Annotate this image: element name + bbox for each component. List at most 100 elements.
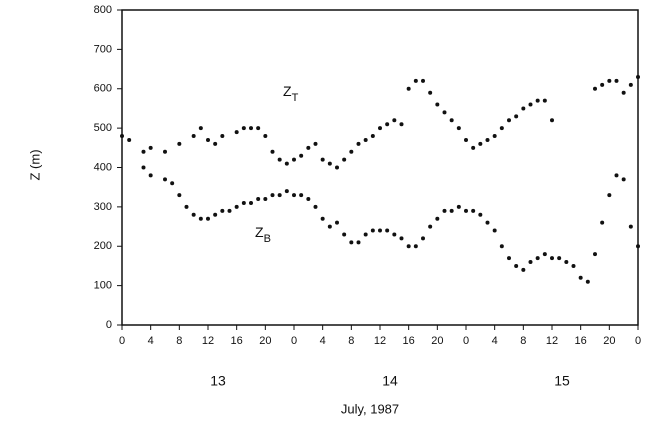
- point: [292, 157, 296, 162]
- point: [628, 82, 633, 87]
- point: [206, 216, 210, 221]
- y-tick-label: 200: [94, 240, 112, 252]
- x-tick-label: 16: [231, 335, 243, 347]
- point: [256, 126, 261, 131]
- x-tick-label: 0: [119, 335, 125, 347]
- point: [542, 252, 547, 257]
- y-tick-label: 300: [94, 201, 112, 213]
- series-name: Z: [255, 224, 264, 240]
- point: [148, 145, 153, 150]
- point: [270, 193, 275, 198]
- point: [514, 263, 519, 268]
- point: [449, 208, 454, 213]
- point: [349, 240, 354, 245]
- point: [492, 134, 497, 138]
- point: [378, 228, 382, 233]
- point: [399, 236, 404, 241]
- point: [299, 153, 304, 158]
- point: [241, 200, 246, 205]
- x-tick-label: 12: [202, 335, 214, 347]
- point: [363, 232, 368, 237]
- x-tick-label: 0: [463, 335, 469, 347]
- point: [141, 149, 146, 154]
- point: [464, 208, 468, 213]
- point: [306, 197, 311, 201]
- y-tick-label: 100: [94, 280, 112, 292]
- point: [564, 260, 569, 264]
- x-tick-label: 12: [374, 335, 386, 347]
- point: [435, 216, 440, 221]
- point: [241, 126, 246, 131]
- point: [249, 126, 253, 131]
- point: [600, 82, 605, 87]
- point: [593, 86, 597, 91]
- point: [163, 177, 167, 182]
- point: [492, 228, 497, 233]
- day-label: 15: [554, 373, 570, 389]
- point: [428, 224, 433, 229]
- point: [320, 216, 325, 221]
- x-tick-label: 4: [320, 335, 326, 347]
- y-tick-label: 400: [94, 161, 112, 173]
- point: [256, 197, 261, 201]
- point: [406, 244, 411, 249]
- point: [442, 110, 447, 115]
- point: [249, 200, 253, 205]
- point: [499, 126, 504, 131]
- point: [184, 204, 189, 209]
- point: [292, 193, 296, 198]
- point: [320, 157, 325, 162]
- point: [478, 141, 483, 146]
- point: [514, 114, 519, 119]
- y-tick-label: 0: [106, 319, 112, 331]
- x-axis-label: July, 1987: [341, 401, 399, 416]
- x-tick-label: 4: [492, 335, 498, 347]
- x-tick-label: 16: [403, 335, 415, 347]
- point: [413, 78, 418, 83]
- point: [284, 161, 289, 166]
- point: [363, 137, 368, 142]
- point: [148, 173, 153, 178]
- point: [636, 74, 640, 79]
- point: [449, 118, 454, 123]
- point: [528, 102, 533, 107]
- point: [306, 145, 311, 150]
- point: [542, 98, 547, 103]
- point: [600, 220, 605, 225]
- x-tick-label: 20: [431, 335, 443, 347]
- point: [628, 224, 633, 229]
- point: [557, 256, 562, 261]
- point: [535, 98, 540, 103]
- point: [370, 134, 375, 138]
- point: [191, 212, 196, 217]
- point: [499, 244, 504, 249]
- point: [356, 141, 361, 146]
- series-subscript: B: [264, 233, 271, 245]
- point: [335, 165, 339, 170]
- point: [456, 126, 461, 131]
- point: [607, 193, 612, 198]
- point: [478, 212, 483, 217]
- point: [198, 216, 203, 221]
- x-tick-label: 8: [520, 335, 526, 347]
- point: [191, 134, 196, 138]
- point: [206, 137, 210, 142]
- point: [471, 145, 476, 150]
- point: [177, 141, 182, 146]
- point: [521, 106, 526, 111]
- point: [220, 208, 225, 213]
- point: [213, 141, 218, 146]
- point: [327, 161, 332, 166]
- point: [578, 275, 583, 280]
- point: [621, 90, 626, 95]
- x-tick-label: 12: [546, 335, 558, 347]
- point: [636, 244, 640, 249]
- point: [550, 256, 554, 261]
- point: [213, 212, 218, 217]
- point: [507, 256, 511, 261]
- point: [234, 204, 239, 209]
- point: [485, 137, 490, 142]
- point: [521, 267, 526, 272]
- point: [406, 86, 411, 91]
- x-tick-label: 0: [635, 335, 641, 347]
